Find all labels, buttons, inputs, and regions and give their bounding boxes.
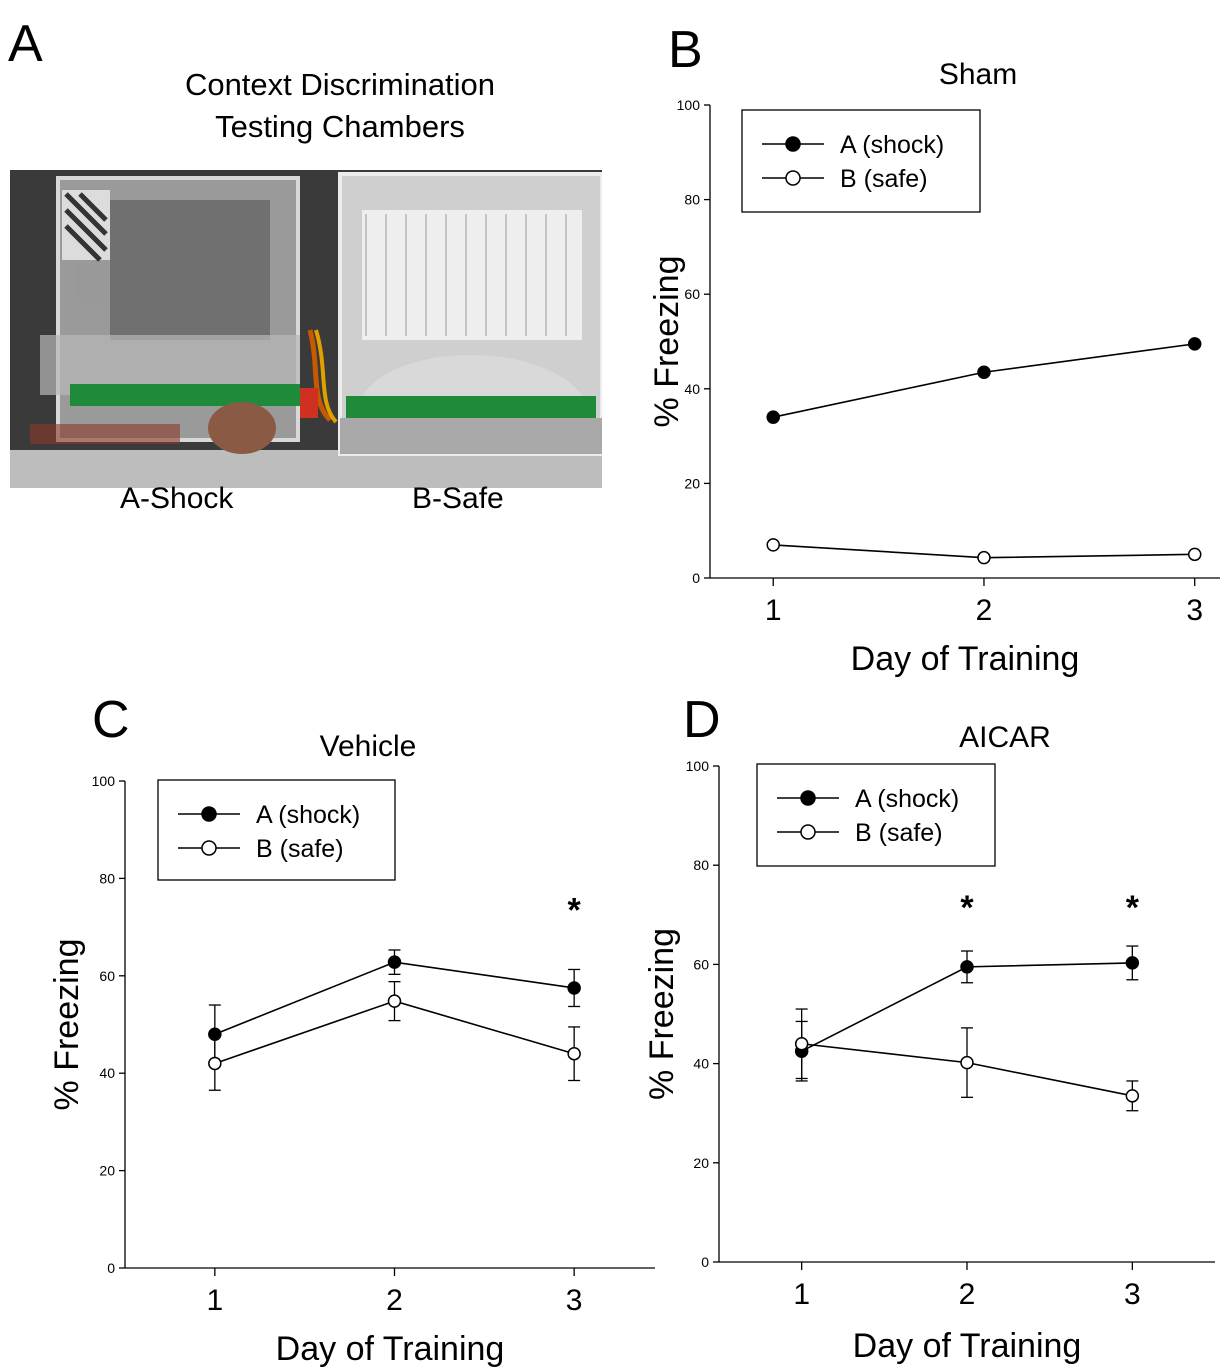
chart-d-series-b-point <box>960 1055 974 1070</box>
chart-c-y-tick-label: 40 <box>99 1065 115 1081</box>
chart-d-y-tick-label: 0 <box>701 1254 709 1270</box>
chart-d-legend-label: A (shock) <box>855 785 959 813</box>
chart-b-series-a-point <box>1187 337 1202 351</box>
photo-label-b-safe: B-Safe <box>412 482 504 515</box>
photo-title-line1: Context Discrimination <box>184 67 496 102</box>
chart-d-title: AICAR <box>959 721 1051 754</box>
chart-d-series-a-point <box>960 960 974 974</box>
panel-letter-b: B <box>668 21 703 79</box>
chart-b-series-b-point <box>766 538 780 552</box>
chart-c-x-label: Day of Training <box>276 1330 505 1368</box>
chart-c-y-label: % Freezing <box>48 939 86 1111</box>
photo-title: Context Discrimination Testing Chambers <box>130 64 550 148</box>
chart-c-vehicle: Vehicle 0 20 40 60 80 100 1 2 3 Day of Training % F… <box>48 730 655 1368</box>
chart-d-legend-marker <box>800 790 816 806</box>
chart-c-legend-marker <box>201 840 217 856</box>
chart-d-y-label: % Freezing <box>643 928 681 1100</box>
chart-c-x-tick-label: 3 <box>566 1284 583 1317</box>
chart-b-legend-label: B (safe) <box>840 165 928 193</box>
chart-b-y-tick-label: 100 <box>677 97 701 113</box>
chart-c-legend <box>157 779 396 881</box>
chart-b-y-tick-label: 60 <box>684 286 700 302</box>
chart-c-y-tick-label: 80 <box>99 870 115 886</box>
chart-b-y-tick-label: 0 <box>692 570 700 586</box>
chart-b-x-tick-label: 1 <box>765 594 782 627</box>
chart-d-series-b-point <box>794 1037 809 1051</box>
chart-b-series-b-point <box>977 550 991 565</box>
chart-c-y-tick-label: 100 <box>92 773 116 789</box>
chart-b-sham: Sham 0 20 40 60 80 100 1 2 3 Day of Training % Free… <box>648 58 1220 678</box>
chart-c-title: Vehicle <box>320 730 417 763</box>
chart-b-legend <box>741 109 981 213</box>
photo-label-a-shock: A-Shock <box>120 482 234 515</box>
chart-b-title: Sham <box>939 58 1017 91</box>
chart-c-legend-label: A (shock) <box>256 801 360 829</box>
chart-d-y-tick-label: 40 <box>693 1056 709 1072</box>
chart-b-series-a-point <box>766 410 780 424</box>
chart-d-series-b-point <box>1125 1089 1140 1103</box>
chart-d-significance-star: * <box>960 889 974 927</box>
chart-b-x-tick-label: 3 <box>1186 594 1203 627</box>
chart-d-legend <box>756 763 996 867</box>
chart-c-legend-marker <box>201 806 217 822</box>
photo-title-line2: Testing Chambers <box>215 109 465 144</box>
chart-c-series-b-point <box>208 1056 222 1071</box>
chart-d-y-tick-label: 80 <box>693 857 709 873</box>
chart-b-y-label: % Freezing <box>648 256 686 428</box>
panel-letter-a: A <box>8 15 43 73</box>
chart-c-significance-star: * <box>568 892 582 930</box>
chart-d-y-tick-label: 20 <box>693 1155 709 1171</box>
panel-letter-c: C <box>92 691 130 749</box>
chart-b-y-tick-label: 80 <box>684 192 700 208</box>
chart-d-y-tick-label: 60 <box>693 956 709 972</box>
chart-b-series-b-point <box>1187 547 1202 562</box>
chart-c-x-tick-label: 2 <box>386 1284 403 1317</box>
chart-c-x-tick-label: 1 <box>206 1284 223 1317</box>
chart-c-legend-label: B (safe) <box>256 835 344 863</box>
chart-b-series-a-point <box>977 365 991 379</box>
chart-b-legend-label: A (shock) <box>840 131 944 159</box>
chart-c-series-a-point <box>387 955 402 969</box>
chart-d-series-a-point <box>1125 956 1140 970</box>
chart-b-series-a-line <box>773 343 1195 418</box>
chart-d-x-label: Day of Training <box>853 1327 1082 1365</box>
chart-c-y-tick-label: 60 <box>99 968 115 984</box>
chart-d-legend-marker <box>800 824 816 840</box>
chart-c-y-tick-label: 0 <box>107 1260 115 1276</box>
chart-d-aicar: AICAR 0 20 40 60 80 100 1 2 3 Day of Training % Fre… <box>643 721 1215 1365</box>
chart-b-x-tick-label: 2 <box>976 594 993 627</box>
chart-d-significance-star: * <box>1126 889 1140 927</box>
chart-c-series-b-point <box>567 1046 581 1061</box>
chart-b-y-tick-label: 20 <box>684 475 700 491</box>
chamber-photo-drawing <box>10 170 602 488</box>
chart-b-x-label: Day of Training <box>851 640 1080 678</box>
chart-d-legend-label: B (safe) <box>855 819 943 847</box>
chart-d-y-tick-label: 100 <box>686 758 710 774</box>
chart-b-legend-marker <box>785 136 801 152</box>
chart-c-y-tick-label: 20 <box>99 1163 115 1179</box>
chart-d-x-tick-label: 3 <box>1124 1278 1141 1311</box>
chart-b-y-tick-label: 40 <box>684 381 700 397</box>
chart-d-x-tick-label: 1 <box>793 1278 810 1311</box>
chart-c-series-b-point <box>387 994 402 1008</box>
chart-b-legend-marker <box>785 170 801 186</box>
chart-c-series-a-point <box>567 981 581 995</box>
chamber-photo <box>10 170 602 488</box>
chart-d-x-tick-label: 2 <box>959 1278 976 1311</box>
panel-letter-d: D <box>683 691 721 749</box>
